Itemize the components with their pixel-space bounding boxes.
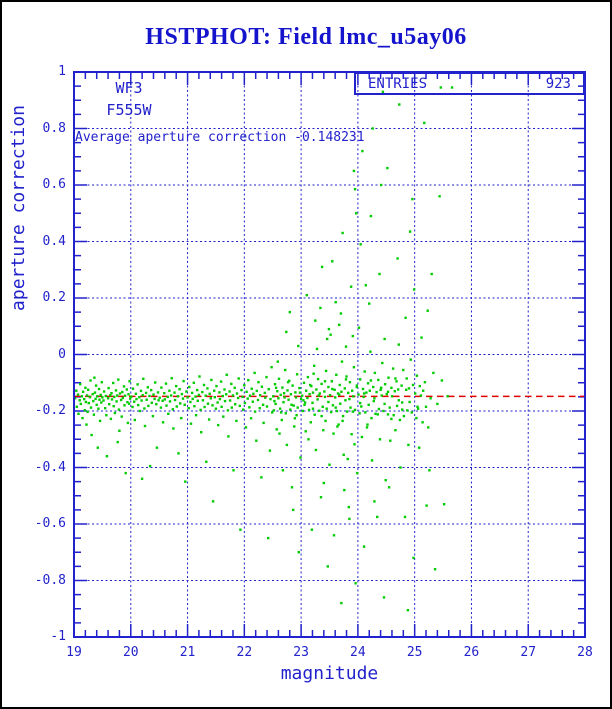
y-tick-label: 0.8 bbox=[42, 120, 66, 136]
x-tick-label: 24 bbox=[350, 645, 366, 660]
y-tick-label: -0.6 bbox=[34, 516, 66, 531]
y-tick-label: -0.8 bbox=[34, 572, 66, 588]
y-tick-label: 0.6 bbox=[42, 177, 66, 192]
x-tick-label: 28 bbox=[577, 645, 593, 660]
x-tick-label: 19 bbox=[66, 645, 82, 660]
entries-value: 923 bbox=[545, 75, 571, 92]
y-tick-label: 0.2 bbox=[42, 290, 66, 305]
x-tick-label: 27 bbox=[520, 645, 537, 660]
detector-label: WF3 bbox=[115, 79, 143, 97]
x-axis-label: magnitude bbox=[280, 663, 379, 684]
y-tick-label: -0.4 bbox=[34, 459, 66, 475]
x-tick-label: 21 bbox=[179, 645, 196, 660]
x-tick-label: 20 bbox=[122, 645, 139, 660]
average-correction-annotation: Average aperture correction -0.148231 bbox=[75, 130, 365, 145]
x-tick-label: 23 bbox=[293, 645, 309, 660]
entries-box: ENTRIES 923 bbox=[354, 72, 585, 95]
x-tick-label: 25 bbox=[406, 645, 423, 660]
entries-label: ENTRIES bbox=[368, 75, 428, 92]
page-title: HSTPHOT: Field lmc_u5ay06 bbox=[145, 24, 467, 50]
y-axis-label: aperture correction bbox=[8, 105, 29, 311]
y-tick-label: 0 bbox=[58, 346, 66, 362]
y-tick-label: 1 bbox=[58, 64, 66, 79]
x-tick-label: 26 bbox=[463, 645, 480, 660]
y-tick-label: 0.4 bbox=[42, 233, 66, 249]
x-tick-label: 22 bbox=[236, 645, 253, 660]
y-tick-label: -1 bbox=[50, 629, 66, 644]
y-tick-label: -0.2 bbox=[34, 403, 66, 418]
filter-label: F555W bbox=[106, 101, 152, 119]
